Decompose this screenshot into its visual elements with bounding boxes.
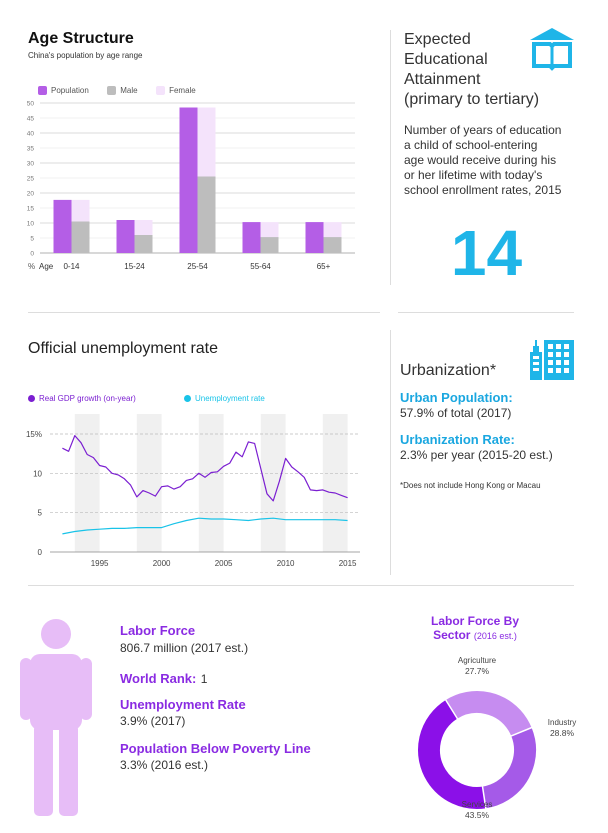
y-tick-label: 0 xyxy=(38,548,43,557)
age-structure-title: Age Structure xyxy=(28,30,134,47)
bar-male xyxy=(323,237,342,253)
urbanization-note: *Does not include Hong Kong or Macau xyxy=(400,481,541,490)
gdp-growth-line xyxy=(62,435,348,502)
legend-gdp: Real GDP growth (on-year) xyxy=(28,394,136,403)
x-tick-label: 2015 xyxy=(339,559,357,568)
unemployment-rate-value: 3.9% (2017) xyxy=(120,714,186,728)
poverty-label: Population Below Poverty Line xyxy=(120,741,311,756)
y-unit-label: % xyxy=(28,262,35,271)
sector-label: Agriculture xyxy=(458,656,497,665)
shaded-band xyxy=(322,414,348,552)
slice-separator xyxy=(510,726,533,738)
y-tick-label: 0 xyxy=(30,251,34,258)
education-title: Expected Educational Attainment (primary… xyxy=(404,31,540,108)
slice-separator xyxy=(444,698,459,720)
y-tick-label: 15% xyxy=(26,430,42,439)
bar-male xyxy=(260,237,279,253)
y-tick-label: 25 xyxy=(27,176,35,183)
x-tick-label: 2005 xyxy=(215,559,233,568)
person-icon xyxy=(20,619,92,816)
y-tick-label: 35 xyxy=(27,146,35,153)
sector-value-label: 43.5% xyxy=(465,810,490,820)
slice-separator xyxy=(481,785,487,810)
x-tick-label: 0-14 xyxy=(63,262,80,271)
poverty-value: 3.3% (2016 est.) xyxy=(120,758,209,772)
y-tick-label: 40 xyxy=(27,131,35,138)
age-structure-subtitle: China's population by age range xyxy=(28,51,143,60)
x-tick-label: 2000 xyxy=(153,559,171,568)
sector-label: Industry xyxy=(548,718,576,727)
y-tick-label: 50 xyxy=(27,101,35,108)
y-tick-label: 30 xyxy=(27,161,35,168)
bar-population xyxy=(242,222,261,253)
urbanization-rate-value: 2.3% per year (2015-20 est.) xyxy=(400,448,553,462)
x-tick-label: 25-54 xyxy=(187,262,208,271)
bar-population xyxy=(116,220,135,253)
sector-label: Services xyxy=(462,800,493,809)
shaded-band xyxy=(198,414,224,552)
x-tick-label: 15-24 xyxy=(124,262,145,271)
world-rank: World Rank: 1 xyxy=(120,671,208,686)
unemployment-rate-line xyxy=(62,517,348,535)
bar-population xyxy=(179,107,198,253)
book-icon xyxy=(530,28,574,71)
urban-population-value: 57.9% of total (2017) xyxy=(400,406,512,420)
unemployment-rate-label: Unemployment Rate xyxy=(120,697,246,712)
sector-title: Labor Force By Sector (2016 est.) xyxy=(430,614,520,642)
y-tick-label: 20 xyxy=(27,191,35,198)
legend-population: Population xyxy=(38,86,89,96)
buildings-icon xyxy=(530,340,574,380)
unemployment-line-chart: 0 5 10 15% 1995 2000 2005 2010 2015 xyxy=(26,414,360,568)
education-description: Number of years of education a child of … xyxy=(404,123,562,197)
y-tick-label: 5 xyxy=(30,236,34,243)
sector-value-label: 27.7% xyxy=(465,666,490,676)
urbanization-title: Urbanization* xyxy=(400,362,497,379)
age-legend: Population Male Female xyxy=(38,80,210,98)
slice-industry xyxy=(418,691,536,809)
labor-force-value: 806.7 million (2017 est.) xyxy=(120,641,249,655)
x-tick-label: 1995 xyxy=(91,559,109,568)
education-value: 14 xyxy=(450,217,523,289)
y-tick-label: 10 xyxy=(27,221,35,228)
bar-population xyxy=(53,199,72,253)
x-tick-label: 65+ xyxy=(317,262,331,271)
urban-population-label: Urban Population: xyxy=(400,390,513,405)
x-axis-label: Age xyxy=(39,262,54,271)
legend-female: Female xyxy=(156,86,196,96)
sector-value-label: 28.8% xyxy=(550,728,575,738)
y-tick-label: 45 xyxy=(27,116,35,123)
age-structure-chart: 0 5 10 15 20 25 30 35 40 45 50 0-14 15-24 25-54 55-64 6… xyxy=(27,101,355,271)
y-tick-label: 10 xyxy=(33,469,42,478)
bar-male xyxy=(71,221,90,253)
urbanization-rate-label: Urbanization Rate: xyxy=(400,432,515,447)
y-tick-label: 5 xyxy=(38,509,43,518)
unemployment-title: Official unemployment rate xyxy=(28,340,219,357)
shaded-band xyxy=(136,414,162,552)
bar-male xyxy=(197,176,216,253)
bar-male xyxy=(134,235,153,253)
legend-male: Male xyxy=(107,86,138,96)
bar-population xyxy=(305,222,324,253)
legend-unemployment: Unemployment rate xyxy=(184,394,265,403)
x-tick-label: 2010 xyxy=(277,559,295,568)
x-tick-label: 55-64 xyxy=(250,262,271,271)
labor-force-label: Labor Force xyxy=(120,623,196,638)
y-tick-label: 15 xyxy=(27,206,35,213)
